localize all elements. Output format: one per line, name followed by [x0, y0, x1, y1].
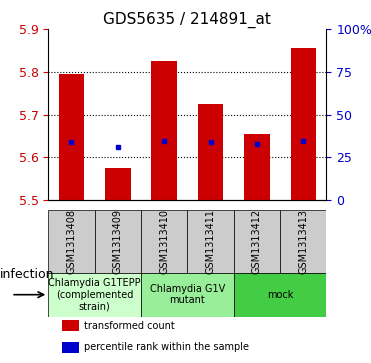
Text: transformed count: transformed count: [85, 321, 175, 331]
Bar: [62, 342, 79, 352]
Bar: [105, 168, 131, 200]
Bar: [62, 320, 79, 331]
Bar: [234, 209, 280, 273]
Text: infection: infection: [0, 268, 55, 281]
Text: GSM1313411: GSM1313411: [206, 208, 216, 273]
Text: percentile rank within the sample: percentile rank within the sample: [85, 342, 249, 352]
Bar: [95, 209, 141, 273]
Text: GSM1313413: GSM1313413: [298, 208, 308, 273]
Bar: [48, 209, 95, 273]
Bar: [48, 273, 141, 317]
Bar: [244, 134, 270, 200]
Text: Chlamydia G1V
mutant: Chlamydia G1V mutant: [150, 284, 225, 306]
Text: GSM1313408: GSM1313408: [66, 208, 76, 273]
Bar: [187, 209, 234, 273]
Bar: [59, 74, 84, 200]
Bar: [151, 61, 177, 200]
Bar: [198, 104, 223, 200]
Text: mock: mock: [267, 290, 293, 300]
Text: Chlamydia G1TEPP
(complemented
strain): Chlamydia G1TEPP (complemented strain): [48, 278, 141, 311]
Text: GSM1313410: GSM1313410: [159, 208, 169, 273]
Bar: [234, 273, 326, 317]
Text: GSM1313409: GSM1313409: [113, 208, 123, 273]
Bar: [280, 209, 326, 273]
Bar: [290, 48, 316, 200]
Bar: [141, 273, 234, 317]
Bar: [141, 209, 187, 273]
Text: GSM1313412: GSM1313412: [252, 208, 262, 274]
Title: GDS5635 / 214891_at: GDS5635 / 214891_at: [104, 12, 271, 28]
